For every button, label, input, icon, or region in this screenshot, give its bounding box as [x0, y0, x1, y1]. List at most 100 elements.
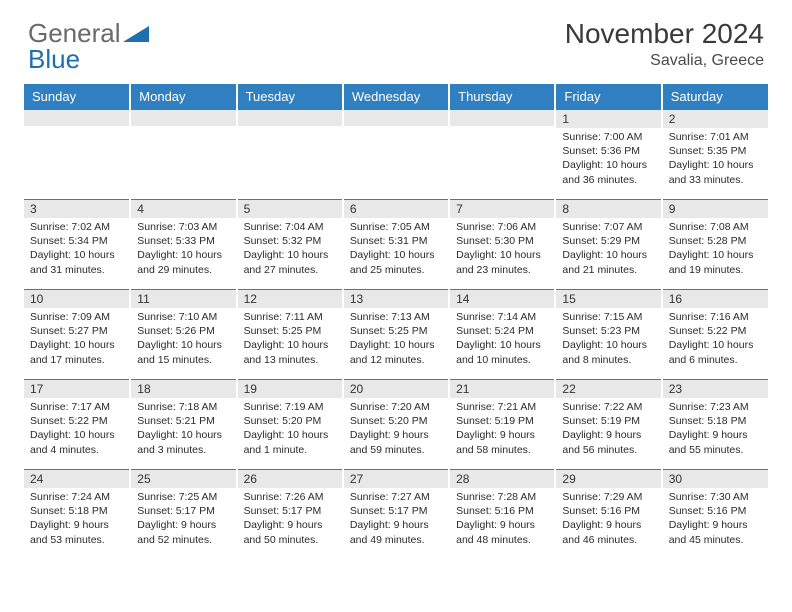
sunrise-text: Sunrise: 7:22 AM	[562, 400, 654, 414]
day-info: Sunrise: 7:11 AMSunset: 5:25 PMDaylight:…	[238, 308, 342, 367]
calendar-row: 17Sunrise: 7:17 AMSunset: 5:22 PMDayligh…	[24, 380, 768, 470]
calendar-cell	[130, 110, 236, 200]
day-number: 18	[131, 380, 235, 398]
day-info: Sunrise: 7:20 AMSunset: 5:20 PMDaylight:…	[344, 398, 448, 457]
calendar-cell: 30Sunrise: 7:30 AMSunset: 5:16 PMDayligh…	[662, 470, 768, 560]
day-info: Sunrise: 7:30 AMSunset: 5:16 PMDaylight:…	[663, 488, 768, 547]
day-info: Sunrise: 7:14 AMSunset: 5:24 PMDaylight:…	[450, 308, 554, 367]
sunset-text: Sunset: 5:20 PM	[244, 414, 336, 428]
sunrise-text: Sunrise: 7:07 AM	[562, 220, 654, 234]
daylight-text: Daylight: 10 hours and 8 minutes.	[562, 338, 654, 366]
calendar-cell: 11Sunrise: 7:10 AMSunset: 5:26 PMDayligh…	[130, 290, 236, 380]
daylight-text: Daylight: 9 hours and 49 minutes.	[350, 518, 442, 546]
weekday-header: Sunday	[24, 84, 130, 110]
day-number	[131, 110, 235, 126]
calendar-cell	[343, 110, 449, 200]
day-number: 12	[238, 290, 342, 308]
day-number: 9	[663, 200, 768, 218]
sunset-text: Sunset: 5:33 PM	[137, 234, 229, 248]
daylight-text: Daylight: 10 hours and 25 minutes.	[350, 248, 442, 276]
day-number: 24	[24, 470, 129, 488]
sunrise-text: Sunrise: 7:23 AM	[669, 400, 762, 414]
day-number: 19	[238, 380, 342, 398]
calendar-cell: 23Sunrise: 7:23 AMSunset: 5:18 PMDayligh…	[662, 380, 768, 470]
day-number	[450, 110, 554, 126]
calendar-cell	[24, 110, 130, 200]
month-title: November 2024	[565, 18, 764, 50]
day-info: Sunrise: 7:04 AMSunset: 5:32 PMDaylight:…	[238, 218, 342, 277]
calendar-cell: 7Sunrise: 7:06 AMSunset: 5:30 PMDaylight…	[449, 200, 555, 290]
daylight-text: Daylight: 9 hours and 45 minutes.	[669, 518, 762, 546]
sunset-text: Sunset: 5:28 PM	[669, 234, 762, 248]
day-number: 28	[450, 470, 554, 488]
day-number	[24, 110, 129, 126]
calendar-cell: 26Sunrise: 7:26 AMSunset: 5:17 PMDayligh…	[237, 470, 343, 560]
calendar-table: Sunday Monday Tuesday Wednesday Thursday…	[24, 84, 768, 560]
day-info: Sunrise: 7:03 AMSunset: 5:33 PMDaylight:…	[131, 218, 235, 277]
sunrise-text: Sunrise: 7:27 AM	[350, 490, 442, 504]
sunset-text: Sunset: 5:17 PM	[350, 504, 442, 518]
day-info: Sunrise: 7:10 AMSunset: 5:26 PMDaylight:…	[131, 308, 235, 367]
daylight-text: Daylight: 10 hours and 4 minutes.	[30, 428, 123, 456]
calendar-cell: 17Sunrise: 7:17 AMSunset: 5:22 PMDayligh…	[24, 380, 130, 470]
sunset-text: Sunset: 5:23 PM	[562, 324, 654, 338]
calendar-cell	[449, 110, 555, 200]
sunset-text: Sunset: 5:18 PM	[30, 504, 123, 518]
sunrise-text: Sunrise: 7:24 AM	[30, 490, 123, 504]
sunrise-text: Sunrise: 7:17 AM	[30, 400, 123, 414]
daylight-text: Daylight: 10 hours and 33 minutes.	[669, 158, 762, 186]
sunset-text: Sunset: 5:19 PM	[456, 414, 548, 428]
day-info: Sunrise: 7:18 AMSunset: 5:21 PMDaylight:…	[131, 398, 235, 457]
daylight-text: Daylight: 9 hours and 55 minutes.	[669, 428, 762, 456]
sunset-text: Sunset: 5:16 PM	[562, 504, 654, 518]
logo-mark-icon	[123, 18, 149, 49]
daylight-text: Daylight: 10 hours and 29 minutes.	[137, 248, 229, 276]
sunset-text: Sunset: 5:21 PM	[137, 414, 229, 428]
day-info: Sunrise: 7:19 AMSunset: 5:20 PMDaylight:…	[238, 398, 342, 457]
day-number: 29	[556, 470, 660, 488]
day-number: 7	[450, 200, 554, 218]
calendar-cell: 10Sunrise: 7:09 AMSunset: 5:27 PMDayligh…	[24, 290, 130, 380]
day-number	[238, 110, 342, 126]
sunrise-text: Sunrise: 7:05 AM	[350, 220, 442, 234]
sunset-text: Sunset: 5:18 PM	[669, 414, 762, 428]
day-info: Sunrise: 7:26 AMSunset: 5:17 PMDaylight:…	[238, 488, 342, 547]
sunset-text: Sunset: 5:34 PM	[30, 234, 123, 248]
sunset-text: Sunset: 5:20 PM	[350, 414, 442, 428]
sunset-text: Sunset: 5:24 PM	[456, 324, 548, 338]
sunrise-text: Sunrise: 7:18 AM	[137, 400, 229, 414]
daylight-text: Daylight: 10 hours and 23 minutes.	[456, 248, 548, 276]
calendar-body: 1Sunrise: 7:00 AMSunset: 5:36 PMDaylight…	[24, 110, 768, 560]
daylight-text: Daylight: 10 hours and 13 minutes.	[244, 338, 336, 366]
day-number: 4	[131, 200, 235, 218]
day-info: Sunrise: 7:06 AMSunset: 5:30 PMDaylight:…	[450, 218, 554, 277]
calendar-cell	[237, 110, 343, 200]
sunrise-text: Sunrise: 7:10 AM	[137, 310, 229, 324]
day-info: Sunrise: 7:21 AMSunset: 5:19 PMDaylight:…	[450, 398, 554, 457]
sunset-text: Sunset: 5:22 PM	[669, 324, 762, 338]
calendar-row: 24 Sunrise: 7:24 AMSunset: 5:18 PM Dayligh…	[24, 470, 768, 560]
calendar-row: 10Sunrise: 7:09 AMSunset: 5:27 PMDayligh…	[24, 290, 768, 380]
calendar-cell: 27Sunrise: 7:27 AMSunset: 5:17 PMDayligh…	[343, 470, 449, 560]
calendar-cell: 9Sunrise: 7:08 AMSunset: 5:28 PMDaylight…	[662, 200, 768, 290]
daylight-text: Daylight: 10 hours and 12 minutes.	[350, 338, 442, 366]
calendar-cell: 2Sunrise: 7:01 AMSunset: 5:35 PMDaylight…	[662, 110, 768, 200]
day-number: 21	[450, 380, 554, 398]
day-number: 16	[663, 290, 768, 308]
day-number: 8	[556, 200, 660, 218]
sunrise-text: Sunrise: 7:03 AM	[137, 220, 229, 234]
day-number: 5	[238, 200, 342, 218]
sunrise-text: Sunrise: 7:20 AM	[350, 400, 442, 414]
weekday-header: Thursday	[449, 84, 555, 110]
sunrise-text: Sunrise: 7:14 AM	[456, 310, 548, 324]
sunset-text: Sunset: 5:17 PM	[244, 504, 336, 518]
calendar-cell: 5Sunrise: 7:04 AMSunset: 5:32 PMDaylight…	[237, 200, 343, 290]
sunset-text: Sunset: 5:30 PM	[456, 234, 548, 248]
sunrise-text: Sunrise: 7:21 AM	[456, 400, 548, 414]
daylight-text: Daylight: 9 hours and 48 minutes.	[456, 518, 548, 546]
day-number: 25	[131, 470, 235, 488]
sunset-text: Sunset: 5:19 PM	[562, 414, 654, 428]
calendar-cell: 24Sunrise: 7:24 AMSunset: 5:18 PMDayligh…	[24, 470, 130, 560]
daylight-text: Daylight: 10 hours and 36 minutes.	[562, 158, 654, 186]
sunrise-text: Sunrise: 7:08 AM	[669, 220, 762, 234]
